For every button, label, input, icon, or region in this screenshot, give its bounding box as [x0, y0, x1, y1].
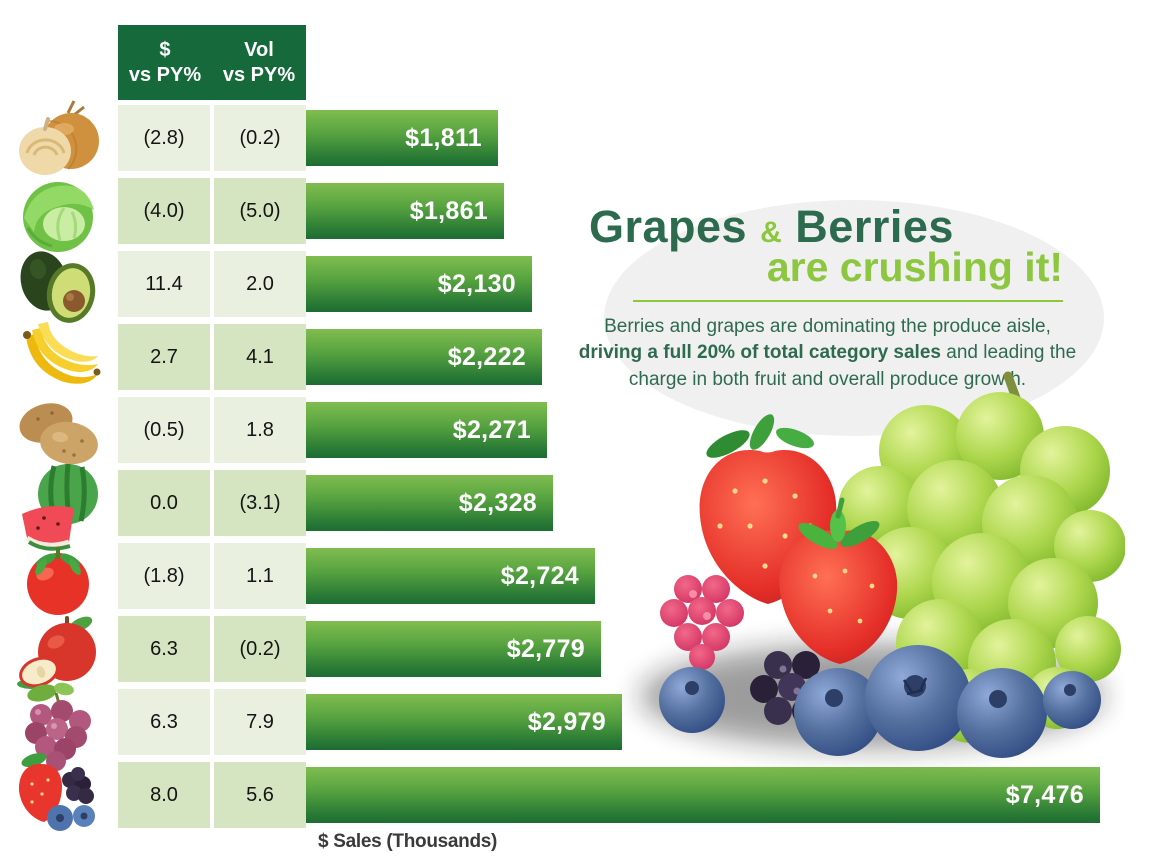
onion-icon [8, 89, 108, 189]
bar-chart-rows: (2.8) (0.2) $1,811 (4.0) (5.0) $1,861 11… [118, 105, 1168, 835]
vol-vs-py-value: (5.0) [214, 178, 306, 244]
dollar-vs-py-value: 0.0 [118, 470, 210, 536]
sales-value-label: $7,476 [1005, 780, 1084, 809]
dollar-vs-py-value: 6.3 [118, 616, 210, 682]
description-lead: Berries and grapes are dominating the pr… [604, 315, 1051, 337]
vol-vs-py-value: 2.0 [214, 251, 306, 317]
apple-icon [8, 600, 108, 700]
headline-block: Grapes & Berries are crushing it! Berrie… [575, 203, 1087, 393]
header-dollar-vs-py: $ vs PY% [128, 38, 202, 86]
sales-value-label: $2,271 [452, 415, 531, 444]
sales-bar: $2,222 [306, 329, 542, 385]
table-row: 6.3 (0.2) $2,779 [118, 616, 1168, 682]
vol-vs-py-value: 7.9 [214, 689, 306, 755]
sales-value-label: $2,222 [447, 342, 526, 371]
vol-vs-py-value: 1.8 [214, 397, 306, 463]
dollar-vs-py-value: 2.7 [118, 324, 210, 390]
sales-value-label: $1,861 [409, 196, 488, 225]
description-bold: driving a full 20% of total category sal… [578, 342, 941, 364]
grapes-and-berries-image [610, 366, 1126, 778]
sales-bar: $1,861 [306, 183, 504, 239]
sales-bar: $2,130 [306, 256, 532, 312]
vol-vs-py-value: 1.1 [214, 543, 306, 609]
dollar-vs-py-value: 6.3 [118, 689, 210, 755]
headline-word-berries: Berries [795, 201, 954, 252]
potatoes-icon [8, 381, 108, 481]
watermelon-icon [8, 454, 108, 554]
sales-value-label: $2,779 [506, 634, 585, 663]
table-row: 6.3 7.9 $2,979 [118, 689, 1168, 755]
tomato-icon [8, 527, 108, 627]
vol-vs-py-value: (0.2) [214, 105, 306, 171]
vol-vs-py-value: 5.6 [214, 762, 306, 828]
sales-bar: $2,328 [306, 475, 553, 531]
dollar-vs-py-value: (1.8) [118, 543, 210, 609]
vol-vs-py-value: (0.2) [214, 616, 306, 682]
table-row: 2.7 4.1 $2,222 [118, 324, 1168, 390]
sales-bar: $2,979 [306, 694, 622, 750]
dollar-vs-py-value: 8.0 [118, 762, 210, 828]
headline-line1: Grapes & Berries [575, 203, 1087, 251]
table-row: (2.8) (0.2) $1,811 [118, 105, 1168, 171]
x-axis-label: $ Sales (Thousands) [318, 831, 498, 852]
headline-description: Berries and grapes are dominating the pr… [575, 314, 1080, 394]
headline-word-grapes: Grapes [589, 201, 748, 252]
dollar-vs-py-value: (4.0) [118, 178, 210, 244]
sales-bar: $2,271 [306, 402, 547, 458]
sales-bar: $1,811 [306, 110, 498, 166]
vol-vs-py-value: (3.1) [214, 470, 306, 536]
table-row: (0.5) 1.8 $2,271 [118, 397, 1168, 463]
table-row: (1.8) 1.1 $2,724 [118, 543, 1168, 609]
table-row: 11.4 2.0 $2,130 [118, 251, 1168, 317]
vol-vs-py-value: 4.1 [214, 324, 306, 390]
table-header: $ vs PY% Vol vs PY% [118, 25, 306, 100]
description-tail: and leading the charge in both fruit and… [628, 342, 1077, 390]
dollar-vs-py-value: 11.4 [118, 251, 210, 317]
table-row: 8.0 5.6 $7,476 [118, 762, 1168, 828]
dollar-vs-py-value: (0.5) [118, 397, 210, 463]
header-vol-vs-py: Vol vs PY% [222, 38, 296, 86]
headline-ampersand: & [760, 216, 783, 249]
bananas-icon [8, 308, 108, 408]
dollar-vs-py-value: (2.8) [118, 105, 210, 171]
sales-value-label: $2,328 [458, 488, 537, 517]
sales-value-label: $2,979 [527, 707, 606, 736]
sales-value-label: $2,724 [500, 561, 579, 590]
sales-bar: $2,779 [306, 621, 601, 677]
sales-value-label: $1,811 [405, 123, 482, 152]
avocado-icon [8, 235, 108, 335]
berries-icon [8, 744, 108, 844]
table-row: (4.0) (5.0) $1,861 [118, 178, 1168, 244]
headline-divider [633, 299, 1063, 302]
headline-line2: are crushing it! [766, 243, 1063, 290]
sales-value-label: $2,130 [437, 269, 516, 298]
headline-ellipse-background [604, 200, 1104, 436]
sales-bar: $2,724 [306, 548, 595, 604]
lettuce-icon [8, 162, 108, 262]
table-row: 0.0 (3.1) $2,328 [118, 470, 1168, 536]
sales-bar: $7,476 [306, 767, 1100, 823]
